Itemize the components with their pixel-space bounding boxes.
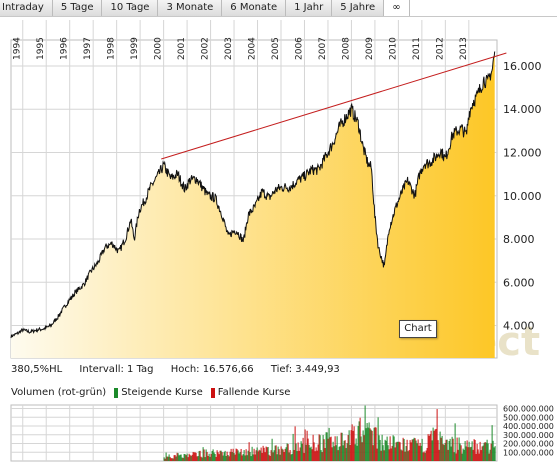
x-tick-label: 2004 bbox=[248, 37, 258, 60]
volume-tick-label: 500.000.000 bbox=[503, 413, 554, 422]
tab-4[interactable]: 6 Monate bbox=[222, 0, 287, 16]
tab-3[interactable]: 3 Monate bbox=[158, 0, 223, 16]
trendline-segment bbox=[161, 52, 507, 160]
low-label: Tief: 3.449,93 bbox=[270, 364, 340, 375]
tab-7[interactable]: ∞ bbox=[384, 0, 410, 16]
volume-tick-labels: 600.000.000500.000.000400.000.000300.000… bbox=[503, 405, 554, 458]
x-tick-label: 2002 bbox=[201, 37, 211, 60]
x-tick-label: 1995 bbox=[36, 37, 46, 60]
y-tick-labels: 4.000 6.000 8.000 10.000 12.000 14.000 16.000 bbox=[503, 60, 542, 333]
y-tick-label: 16.000 bbox=[503, 60, 542, 73]
tabs-filler bbox=[410, 0, 557, 16]
x-tick-label: 2000 bbox=[154, 37, 164, 60]
tab-5[interactable]: 1 Jahr bbox=[286, 0, 333, 16]
x-tick-label: 1994 bbox=[13, 37, 23, 60]
x-tick-label: 2005 bbox=[271, 37, 281, 60]
falling-label: Fallende Kurse bbox=[217, 387, 291, 398]
x-tick-labels: 1994 1995 1996 1997 1998 1999 2000 2001 2002 2003… bbox=[13, 37, 469, 60]
volume-tick-label: 200.000.000 bbox=[503, 440, 554, 449]
x-tick-label: 1998 bbox=[107, 37, 117, 60]
volume-legend: Volumen (rot-grün) Steigende Kurse Falle… bbox=[11, 387, 290, 398]
price-line bbox=[10, 51, 496, 339]
tab-6[interactable]: 5 Jahre bbox=[332, 0, 385, 16]
volume-bars bbox=[163, 405, 496, 461]
volume-tick-label: 100.000.000 bbox=[503, 448, 554, 457]
y-tick-label: 10.000 bbox=[503, 190, 542, 203]
y-tick-label: 6.000 bbox=[503, 276, 535, 289]
rising-swatch bbox=[114, 387, 119, 398]
x-tick-label: 2003 bbox=[224, 37, 234, 60]
tab-1[interactable]: 5 Tage bbox=[52, 0, 103, 16]
area-fill bbox=[11, 51, 495, 358]
x-tick-label: 2012 bbox=[435, 37, 445, 60]
chart-tooltip: Chart bbox=[399, 320, 437, 338]
interval-label: Intervall: 1 Tag bbox=[79, 364, 154, 375]
y-tick-label: 8.000 bbox=[503, 233, 535, 246]
y-tick-label: 14.000 bbox=[503, 103, 542, 116]
y-tick-label: 12.000 bbox=[503, 146, 542, 159]
x-tick-label: 1996 bbox=[60, 37, 70, 60]
x-tick-label: 2006 bbox=[294, 37, 304, 60]
x-tick-label: 2001 bbox=[177, 37, 187, 60]
x-tick-label: 2010 bbox=[388, 37, 398, 60]
tab-0[interactable]: Intraday bbox=[0, 0, 53, 16]
volume-tick-label: 600.000.000 bbox=[503, 405, 554, 414]
x-tick-label: 2009 bbox=[365, 37, 375, 60]
x-tick-label: 1999 bbox=[130, 37, 140, 60]
y-tick-label: 4.000 bbox=[503, 320, 535, 333]
x-tick-label: 1997 bbox=[83, 37, 93, 60]
trendline bbox=[161, 52, 507, 160]
x-tick-label: 2011 bbox=[412, 37, 422, 60]
volume-tick-label: 300.000.000 bbox=[503, 431, 554, 440]
price-chart: .comdirect 19941995199619971998199920002… bbox=[10, 20, 542, 362]
volume-tick-label: 400.000.000 bbox=[503, 422, 554, 431]
volume-title: Volumen (rot-grün) bbox=[11, 387, 107, 398]
falling-swatch bbox=[210, 387, 215, 398]
change-label: 380,5%HL bbox=[11, 364, 63, 375]
price-area bbox=[10, 51, 496, 358]
timeframe-tabs: Intraday 5 Tage 10 Tage 3 Monate 6 Monate 1 J… bbox=[0, 0, 557, 17]
chart-stats: 380,5%HL Intervall: 1 Tag Hoch: 16.576,6… bbox=[11, 364, 354, 375]
rising-label: Steigende Kurse bbox=[121, 387, 203, 398]
tab-2[interactable]: 10 Tage bbox=[102, 0, 159, 16]
x-tick-label: 2008 bbox=[341, 37, 351, 60]
high-label: Hoch: 16.576,66 bbox=[170, 364, 254, 375]
x-tick-label: 2007 bbox=[318, 37, 328, 60]
x-tick-label: 2013 bbox=[459, 37, 469, 60]
volume-chart: 600.000.000500.000.000400.000.000300.000… bbox=[10, 404, 554, 462]
